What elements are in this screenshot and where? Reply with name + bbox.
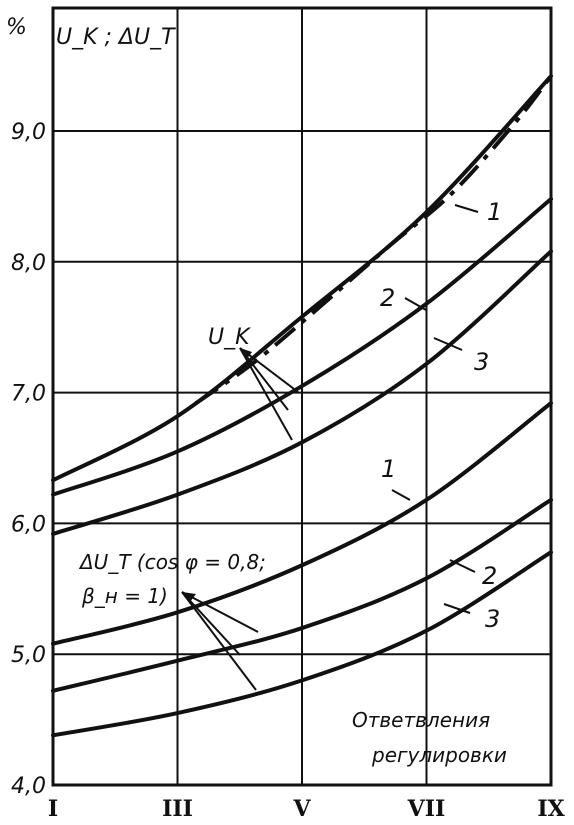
dut-arrowhead bbox=[182, 592, 196, 602]
leader-uk-2 bbox=[404, 297, 427, 311]
series-label-dut-2: 2 bbox=[482, 562, 497, 590]
leader-dut-1 bbox=[391, 489, 411, 501]
series-line-dut-1 bbox=[51, 401, 553, 646]
x-axis-title-line-2: регулировки bbox=[371, 743, 507, 767]
series-label-uk-2: 2 bbox=[380, 284, 395, 312]
x-tick-label: V bbox=[292, 796, 311, 822]
x-axis-title-line-1: Ответвления bbox=[352, 708, 490, 732]
y-tick-label: 9,0 bbox=[11, 120, 46, 145]
leader-dut-2 bbox=[449, 559, 476, 573]
y-tick-label: 7,0 bbox=[11, 382, 46, 407]
leader-uk-3 bbox=[433, 337, 463, 351]
y-tick-label: 6,0 bbox=[11, 512, 46, 537]
series-label-uk-1: 1 bbox=[487, 198, 502, 226]
uk-arrow-2 bbox=[239, 347, 293, 441]
uk-arrow-0 bbox=[239, 347, 299, 393]
annotations: 1 2 3 1 2 3 bbox=[181, 198, 502, 691]
x-tick-label: I bbox=[48, 796, 58, 822]
series-line-dut-2 bbox=[51, 497, 553, 693]
dut-arrow-1 bbox=[181, 591, 241, 656]
x-tick-label: VII bbox=[407, 796, 446, 822]
series-label-uk-3: 3 bbox=[474, 348, 489, 376]
y-unit-label: % bbox=[6, 15, 27, 40]
series-lines bbox=[51, 74, 553, 738]
y-tick-label: 8,0 bbox=[11, 251, 46, 276]
leader-dut-3 bbox=[443, 603, 471, 614]
uk-arrow-1 bbox=[239, 347, 289, 411]
y-axis-ticks: 4,0 5,0 6,0 7,0 8,0 9,0 bbox=[11, 120, 46, 799]
y-tick-label: 5,0 bbox=[11, 643, 46, 668]
dut-group-label-line-1: ΔU_T (cos φ = 0,8; bbox=[78, 550, 266, 574]
grid bbox=[51, 6, 553, 787]
uk-arrowhead bbox=[240, 348, 252, 360]
x-tick-label: IX bbox=[537, 796, 565, 822]
y-tick-label: 4,0 bbox=[11, 774, 46, 799]
series-label-dut-3: 3 bbox=[485, 605, 500, 633]
x-axis-ticks: I III V VII IX bbox=[48, 796, 566, 822]
dut-group-label-line-2: β_н = 1) bbox=[81, 584, 168, 608]
uk-group-label: U_K bbox=[208, 325, 251, 350]
series-label-dut-1: 1 bbox=[381, 455, 396, 483]
series-line-uk-2 bbox=[51, 197, 553, 497]
series-line-uk-1 bbox=[51, 74, 553, 483]
x-tick-label: III bbox=[162, 796, 193, 822]
leader-uk-1 bbox=[454, 204, 479, 213]
y-axis-title: U_K ; ΔU_T bbox=[56, 25, 176, 50]
dut-arrow-0 bbox=[181, 591, 259, 633]
series-line-uk-3 bbox=[51, 249, 553, 536]
series-line-dut-3 bbox=[51, 550, 553, 738]
dut-arrow-2 bbox=[181, 591, 257, 691]
